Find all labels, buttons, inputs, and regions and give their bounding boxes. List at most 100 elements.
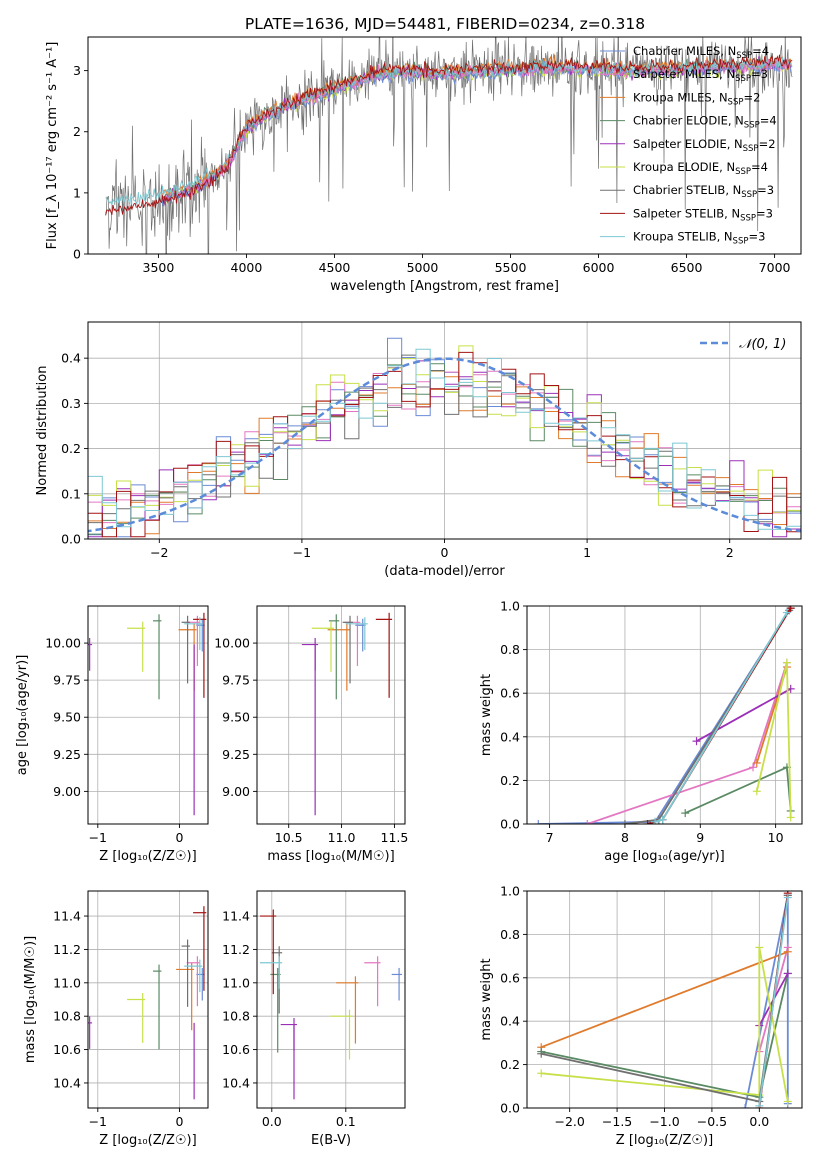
y-tick-label: 10.8	[53, 1009, 81, 1024]
series-line-kroupa-elodie	[541, 947, 789, 1102]
y-tick-label: 9.75	[53, 673, 81, 688]
y-tick-label: 1.0	[500, 599, 520, 614]
y-tick-label: 0.3	[61, 396, 81, 411]
y-tick-label: 10.8	[222, 1009, 250, 1024]
x-axis-label: age [log₁₀(age/yr)]	[604, 849, 725, 864]
axes-age_vs_mass	[257, 606, 405, 824]
y-axis-label: Normed distribution	[35, 366, 50, 496]
x-tick-label: −1.0	[649, 1114, 679, 1129]
series-line-salpeter-stelib	[105, 54, 793, 216]
y-axis-label: mass weight	[479, 674, 494, 756]
y-tick-label: 0.6	[500, 970, 520, 985]
plot-area	[301, 612, 393, 816]
spectrum-legend: Chabrier MILES, NSSP=4 Salpeter MILES, NS…	[600, 44, 777, 247]
y-tick-label: 0.0	[500, 817, 520, 832]
x-tick-label: 1	[583, 545, 591, 560]
axes-spectrum	[105, 37, 793, 254]
series-line-kroupa-stelib	[758, 897, 789, 1106]
axis-frame-age_vs_Z: −1 0 9.00 9.25 9.50 9.75 10.00 Z [log₁₀(Z/Z☉)] a…	[15, 605, 209, 864]
x-tick-label: −1.5	[602, 1114, 632, 1129]
figure-title: PLATE=1636, MJD=54481, FIBERID=0234, z=0…	[245, 15, 645, 33]
y-tick-label: 11.2	[222, 942, 250, 957]
x-tick-label: −1	[89, 830, 107, 845]
plot-area	[105, 37, 793, 254]
x-axis-label: (data-model)/error	[384, 564, 505, 579]
series-line-chabrier-stelib	[624, 609, 790, 824]
x-tick-label: 5000	[407, 260, 439, 275]
legend-entry: Kroupa MILES, NSSP=2	[633, 90, 760, 107]
x-tick-label: 7000	[759, 260, 791, 275]
y-tick-label: 9.25	[53, 747, 81, 762]
y-axis-label: Flux [f_λ 10⁻¹⁷ erg cm⁻² s⁻¹ A⁻¹]	[45, 42, 60, 250]
legend-entry: Salpeter ELODIE, NSSP=2	[633, 137, 776, 154]
y-axis-label: mass weight	[479, 958, 494, 1040]
x-tick-label: 9	[696, 830, 704, 845]
plot-area	[534, 606, 795, 824]
y-tick-label: 0.2	[500, 773, 520, 788]
y-tick-label: 0.0	[61, 532, 81, 547]
x-tick-label: 6000	[583, 260, 615, 275]
legend-entry: Chabrier ELODIE, NSSP=4	[633, 114, 777, 131]
plot-area	[259, 909, 403, 1100]
axes-mass_vs_ebv	[257, 891, 405, 1108]
legend-entry: Kroupa ELODIE, NSSP=4	[633, 160, 768, 177]
y-tick-label: 1	[73, 185, 81, 200]
x-tick-label: 0.0	[749, 1114, 769, 1129]
axes-age_vs_Z	[88, 606, 208, 824]
y-tick-label: 10.6	[53, 1042, 81, 1057]
y-tick-label: 11.2	[53, 942, 81, 957]
y-tick-label: 0.8	[500, 642, 520, 657]
axes-frame	[87, 605, 209, 825]
axes-mass_vs_Z	[88, 891, 208, 1108]
x-tick-label: 0	[175, 1114, 183, 1129]
y-tick-label: 0	[73, 247, 81, 262]
axes-mass_weight_vs_Z	[527, 890, 802, 1109]
x-axis-label: mass [log₁₀(M/M☉)]	[267, 849, 394, 864]
x-tick-label: 0	[441, 545, 449, 560]
legend-entry: Salpeter STELIB, NSSP=3	[633, 206, 773, 223]
y-tick-label: 0.6	[500, 686, 520, 701]
y-tick-label: 10.00	[45, 636, 81, 651]
y-tick-label: 9.50	[222, 710, 250, 725]
x-tick-label: −2.0	[554, 1114, 584, 1129]
x-tick-label: 7	[546, 830, 554, 845]
plot-area	[537, 891, 792, 1108]
x-tick-label: 0	[175, 830, 183, 845]
x-tick-label: 6500	[671, 260, 703, 275]
y-tick-label: 0.2	[500, 1057, 520, 1072]
x-axis-label: Z [log₁₀(Z/Z☉)]	[99, 1133, 196, 1148]
axis-frame-age_vs_mass: 10.5 11.0 11.5 9.00 9.25 9.50 9.75 10.00 mass [l…	[214, 605, 408, 864]
series-line-chabrier-miles	[161, 60, 792, 207]
y-tick-label: 11.4	[222, 909, 250, 924]
y-tick-label: 11.4	[53, 909, 81, 924]
axes-frame	[256, 890, 406, 1109]
x-tick-label: −1	[293, 545, 311, 560]
axes-residuals	[88, 322, 801, 540]
plot-area	[88, 612, 207, 816]
y-axis-label: age [log₁₀(age/yr)]	[15, 655, 30, 776]
y-tick-label: 9.25	[222, 747, 250, 762]
axes-frame	[87, 890, 209, 1109]
y-tick-label: 9.75	[222, 673, 250, 688]
y-tick-label: 2	[73, 124, 81, 139]
x-tick-label: 11.0	[328, 830, 356, 845]
y-tick-label: 10.6	[222, 1042, 250, 1057]
x-tick-label: −0.5	[697, 1114, 727, 1129]
x-axis-label: Z [log₁₀(Z/Z☉)]	[616, 1133, 713, 1148]
y-axis-label: mass [log₁₀(M/M☉)]	[23, 936, 38, 1063]
y-tick-label: 1.0	[500, 884, 520, 899]
y-tick-label: 0.1	[61, 486, 81, 501]
y-tick-label: 0.4	[500, 729, 520, 744]
series-line-salpeter-miles	[587, 662, 788, 824]
x-tick-label: 10.5	[275, 830, 303, 845]
legend-entry: Salpeter MILES, NSSP=3	[633, 67, 768, 84]
x-tick-label: 2	[726, 545, 734, 560]
y-tick-label: 0.4	[61, 351, 81, 366]
axis-frame-mass_weight_vs_Z: −2.0 −1.5 −1.0 −0.5 0.0 0.0 0.2 0.4 0.6 0.8 1.0 Z […	[479, 884, 803, 1148]
x-tick-label: 0.0	[262, 1114, 282, 1129]
x-tick-label: 8	[621, 830, 629, 845]
legend-entry: Chabrier STELIB, NSSP=3	[633, 183, 774, 200]
x-tick-label: 10	[768, 830, 784, 845]
x-tick-label: −2	[150, 545, 168, 560]
